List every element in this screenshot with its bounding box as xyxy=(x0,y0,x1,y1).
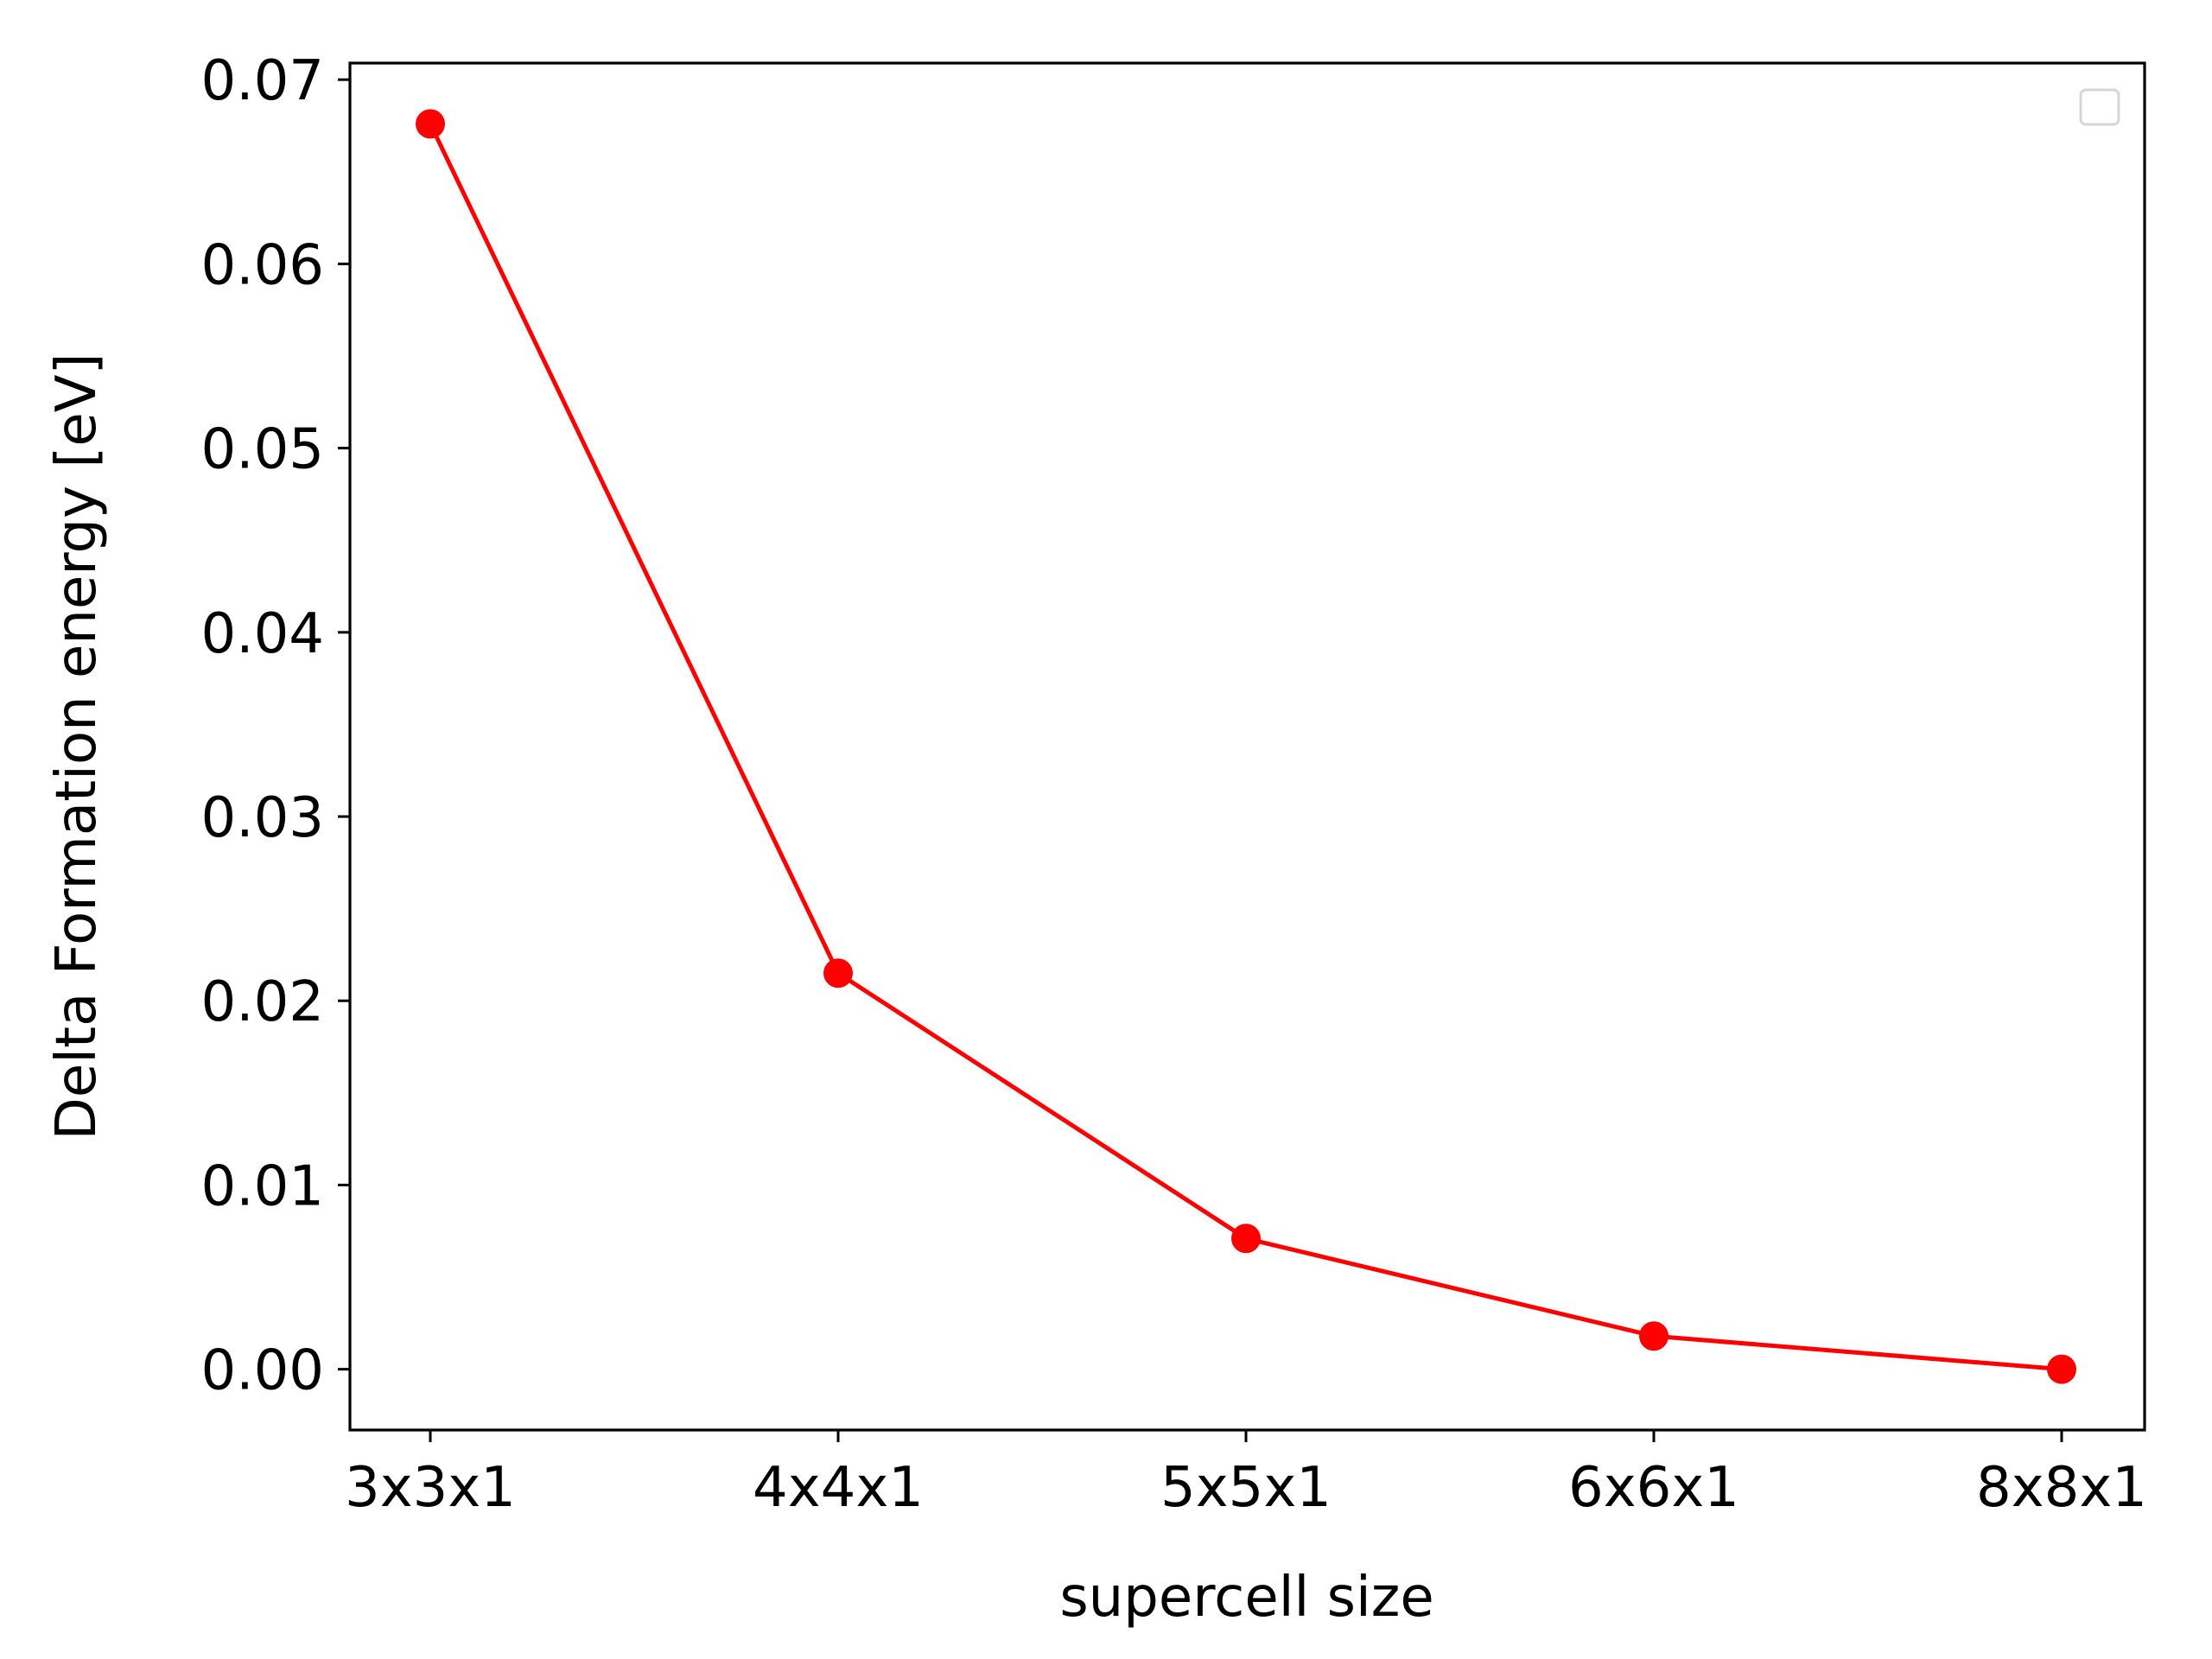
y-tick-label: 0.07 xyxy=(201,49,325,113)
y-tick-label: 0.01 xyxy=(201,1154,325,1218)
x-tick-label: 8x8x1 xyxy=(1976,1456,2147,1520)
y-axis-title: Delta Formation energy [eV] xyxy=(45,353,109,1141)
x-tick-label: 4x4x1 xyxy=(753,1456,924,1520)
y-tick-label: 0.04 xyxy=(201,602,325,666)
x-axis-title: supercell size xyxy=(1059,1566,1433,1630)
y-tick-label: 0.05 xyxy=(201,418,325,482)
y-tick-label: 0.02 xyxy=(201,970,325,1034)
x-tick-label: 5x5x1 xyxy=(1160,1456,1332,1520)
y-axis: 0.00 0.01 0.02 0.03 0.04 0.05 0.06 0.07 xyxy=(201,49,350,1403)
y-tick-label: 0.06 xyxy=(201,233,325,297)
data-point xyxy=(1639,1321,1669,1351)
data-point xyxy=(823,958,853,988)
y-tick-label: 0.03 xyxy=(201,786,325,850)
data-point xyxy=(416,109,445,139)
data-point xyxy=(2047,1354,2076,1384)
legend xyxy=(2079,88,2120,126)
plot-layer xyxy=(416,109,2076,1384)
x-tick-label: 3x3x1 xyxy=(345,1456,516,1520)
x-axis: 3x3x1 4x4x1 5x5x1 6x6x1 8x8x1 xyxy=(345,1430,2147,1520)
x-tick-label: 6x6x1 xyxy=(1568,1456,1739,1520)
legend-box xyxy=(2079,88,2120,126)
y-tick-label: 0.00 xyxy=(201,1339,325,1403)
data-point xyxy=(1231,1224,1261,1254)
